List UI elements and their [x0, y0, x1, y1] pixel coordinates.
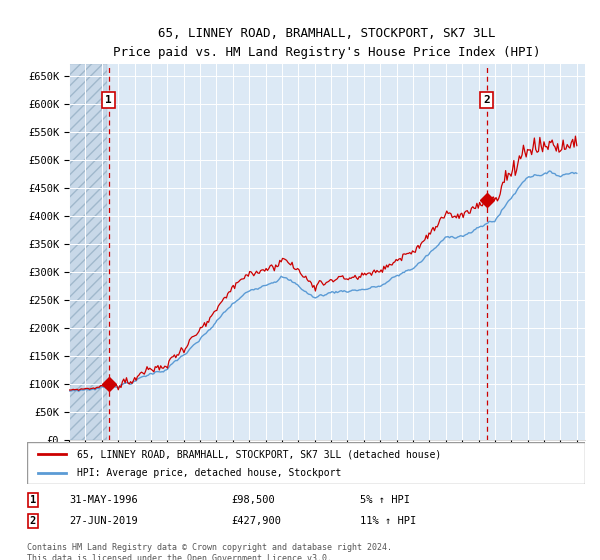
Text: 1: 1 — [30, 495, 36, 505]
Text: 2: 2 — [483, 95, 490, 105]
Text: Contains HM Land Registry data © Crown copyright and database right 2024.
This d: Contains HM Land Registry data © Crown c… — [27, 543, 392, 560]
Text: 27-JUN-2019: 27-JUN-2019 — [69, 516, 138, 526]
Text: 31-MAY-1996: 31-MAY-1996 — [69, 495, 138, 505]
Text: 65, LINNEY ROAD, BRAMHALL, STOCKPORT, SK7 3LL (detached house): 65, LINNEY ROAD, BRAMHALL, STOCKPORT, SK… — [77, 449, 442, 459]
Text: 1: 1 — [105, 95, 112, 105]
Text: £427,900: £427,900 — [231, 516, 281, 526]
Text: HPI: Average price, detached house, Stockport: HPI: Average price, detached house, Stoc… — [77, 468, 341, 478]
Text: £98,500: £98,500 — [231, 495, 275, 505]
FancyBboxPatch shape — [27, 442, 585, 484]
Text: 5% ↑ HPI: 5% ↑ HPI — [360, 495, 410, 505]
Title: 65, LINNEY ROAD, BRAMHALL, STOCKPORT, SK7 3LL
Price paid vs. HM Land Registry's : 65, LINNEY ROAD, BRAMHALL, STOCKPORT, SK… — [113, 27, 541, 59]
Text: 11% ↑ HPI: 11% ↑ HPI — [360, 516, 416, 526]
Text: 2: 2 — [30, 516, 36, 526]
